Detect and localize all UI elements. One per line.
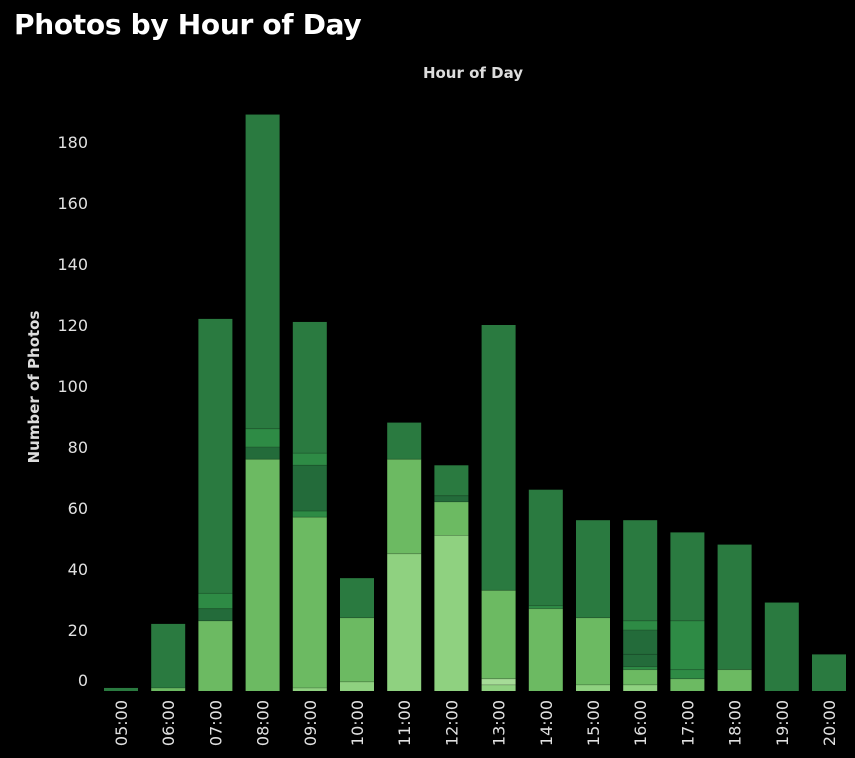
y-tick-label: 180: [57, 133, 88, 152]
y-tick-label: 80: [68, 438, 88, 457]
bar-segment[interactable]: [198, 318, 233, 594]
bar-segment[interactable]: [292, 321, 327, 454]
y-tick-label: 120: [57, 316, 88, 335]
bar-segment[interactable]: [387, 459, 422, 554]
bar-segment[interactable]: [623, 520, 658, 621]
y-tick-label: 20: [68, 621, 88, 640]
bars-group: [104, 114, 846, 691]
chart-title: Photos by Hour of Day: [14, 8, 362, 41]
y-tick-label: 60: [68, 499, 88, 518]
x-tick-label: 11:00: [395, 700, 414, 746]
y-axis-ticks: 0 20 40 60 80 100 120 140 160 180: [57, 133, 88, 690]
bar-segment[interactable]: [151, 623, 186, 688]
x-tick-label: 07:00: [206, 700, 225, 746]
bar-segment[interactable]: [340, 617, 374, 682]
bar-segment[interactable]: [434, 501, 469, 536]
x-tick-label: 09:00: [301, 700, 320, 746]
bar-segment[interactable]: [764, 602, 799, 691]
bar-segment[interactable]: [292, 687, 327, 691]
bar-segment[interactable]: [198, 608, 233, 621]
bar-segment[interactable]: [292, 453, 327, 466]
bar-segment[interactable]: [434, 465, 469, 496]
x-tick-label: 20:00: [820, 700, 839, 746]
bar-segment[interactable]: [717, 544, 752, 670]
bar-segment[interactable]: [104, 687, 138, 691]
bar-segment[interactable]: [151, 687, 186, 691]
y-tick-label: 0: [78, 671, 88, 690]
bar-segment[interactable]: [717, 669, 752, 691]
bar-segment[interactable]: [198, 593, 233, 609]
bar-segment[interactable]: [528, 605, 563, 609]
x-tick-label: 13:00: [490, 700, 509, 746]
bar-segment[interactable]: [623, 630, 658, 655]
bar-segment[interactable]: [623, 669, 658, 685]
bar-segment[interactable]: [812, 654, 846, 691]
bar-segment[interactable]: [623, 620, 658, 630]
bar-segment[interactable]: [340, 578, 374, 618]
x-tick-label: 17:00: [678, 700, 697, 746]
x-tick-label: 06:00: [159, 700, 178, 746]
bar-segment[interactable]: [576, 520, 610, 618]
x-tick-label: 18:00: [726, 700, 745, 746]
y-tick-label: 100: [57, 377, 88, 396]
bar-segment[interactable]: [576, 684, 610, 691]
bar-segment[interactable]: [670, 669, 705, 679]
bar-segment[interactable]: [292, 465, 327, 512]
bar-segment[interactable]: [670, 532, 705, 621]
x-tick-label: 16:00: [631, 700, 650, 746]
bar-segment[interactable]: [387, 422, 422, 460]
bar-segment[interactable]: [670, 620, 705, 670]
bar-segment[interactable]: [528, 608, 563, 691]
x-tick-label: 12:00: [442, 700, 461, 746]
bar-segment[interactable]: [481, 590, 516, 679]
x-axis-ticks: 05:00 06:00 07:00 08:00 09:00 10:00 11:00 12:00…: [112, 700, 839, 746]
bar-segment[interactable]: [292, 511, 327, 518]
x-tick-label: 19:00: [773, 700, 792, 746]
bar-segment[interactable]: [387, 553, 422, 691]
bar-segment[interactable]: [245, 447, 280, 460]
bar-segment[interactable]: [198, 620, 233, 691]
bar-segment[interactable]: [576, 617, 610, 685]
y-tick-label: 140: [57, 255, 88, 274]
x-tick-label: 05:00: [112, 700, 131, 746]
x-tick-label: 08:00: [254, 700, 273, 746]
bar-segment[interactable]: [340, 681, 374, 691]
bar-segment[interactable]: [623, 684, 658, 691]
bar-segment[interactable]: [481, 684, 516, 691]
bar-segment[interactable]: [292, 517, 327, 688]
y-tick-label: 160: [57, 194, 88, 213]
bar-segment[interactable]: [623, 654, 658, 667]
x-tick-label: 15:00: [584, 700, 603, 746]
bar-segment[interactable]: [434, 495, 469, 502]
x-axis-title: Hour of Day: [422, 64, 524, 82]
x-tick-label: 10:00: [348, 700, 367, 746]
y-tick-label: 40: [68, 560, 88, 579]
bar-segment[interactable]: [245, 459, 280, 691]
bar-segment[interactable]: [623, 666, 658, 670]
bar-segment[interactable]: [245, 114, 280, 429]
bar-segment[interactable]: [245, 428, 280, 447]
bar-segment[interactable]: [434, 535, 469, 691]
bar-segment[interactable]: [670, 678, 705, 691]
x-tick-label: 14:00: [537, 700, 556, 746]
bar-segment[interactable]: [481, 678, 516, 685]
bar-segment[interactable]: [528, 489, 563, 606]
bar-segment[interactable]: [481, 325, 516, 591]
y-axis-title: Number of Photos: [25, 311, 43, 464]
